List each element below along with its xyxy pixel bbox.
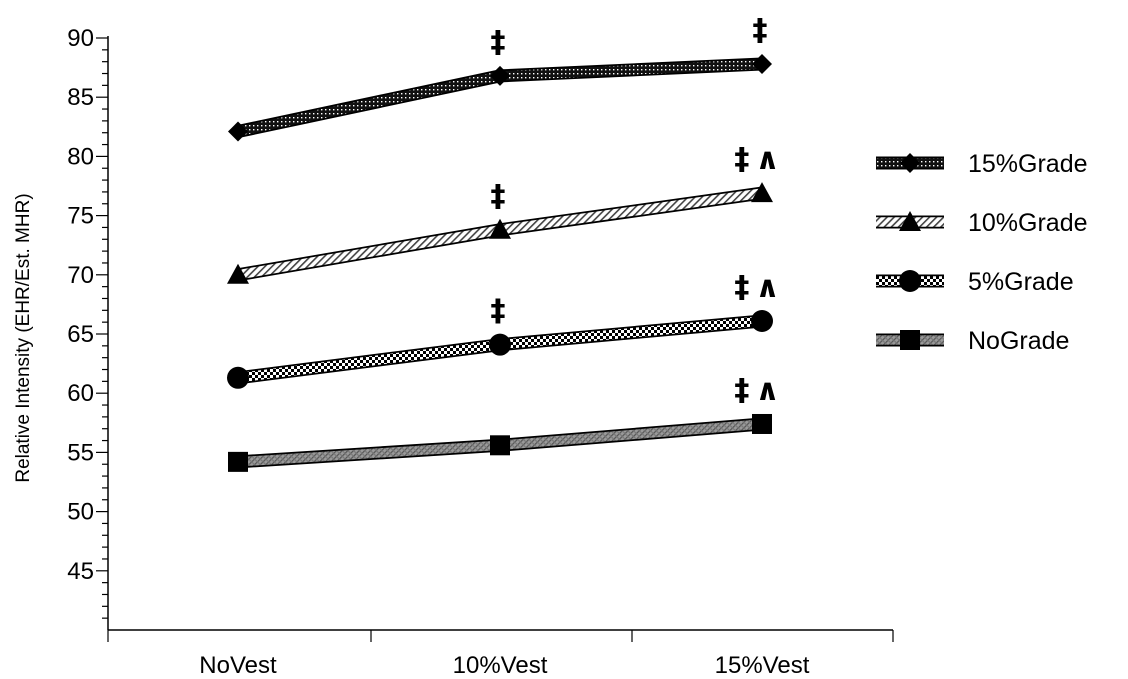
legend-marker-triangle bbox=[899, 211, 921, 231]
y-tick-label: 70 bbox=[67, 262, 94, 289]
data-point-triangle bbox=[751, 182, 773, 203]
significance-annotation: ‡∧ bbox=[734, 373, 785, 408]
legend-label: 5%Grade bbox=[968, 268, 1074, 296]
data-point-square bbox=[228, 451, 248, 472]
significance-annotation: ‡∧ bbox=[734, 142, 785, 177]
x-tick-label: NoVest bbox=[199, 652, 277, 679]
legend-label: NoGrade bbox=[968, 327, 1069, 355]
plot-annotations: ‡ ‡ ‡ ‡∧ ‡ ‡∧ ‡∧ bbox=[491, 13, 785, 408]
y-tick-label: 45 bbox=[67, 558, 94, 585]
data-point-circle bbox=[751, 309, 773, 332]
legend-label: 10%Grade bbox=[968, 209, 1088, 237]
legend-item: 5%Grade bbox=[876, 268, 1074, 296]
y-tick-label: 65 bbox=[67, 321, 94, 348]
data-point-diamond bbox=[228, 121, 248, 142]
legend-marker-square bbox=[900, 330, 920, 350]
legend-item: 10%Grade bbox=[876, 209, 1088, 237]
data-point-circle bbox=[489, 333, 511, 356]
legend-label: 15%Grade bbox=[968, 150, 1088, 178]
legend-item: NoGrade bbox=[876, 327, 1069, 355]
y-tick-label: 85 bbox=[67, 84, 94, 111]
legend-marker-circle bbox=[899, 270, 921, 292]
legend-marker-diamond bbox=[900, 153, 920, 173]
data-point-square bbox=[490, 435, 510, 456]
legend-item: 15%Grade bbox=[876, 150, 1088, 178]
data-point-triangle bbox=[489, 218, 511, 239]
y-axis-title: Relative Intensity (EHR/Est. MHR) bbox=[13, 193, 34, 482]
significance-annotation: ‡ bbox=[753, 13, 768, 48]
series-5-grade bbox=[227, 309, 773, 389]
x-axis: NoVest 10%Vest 15%Vest bbox=[107, 629, 894, 679]
data-point-circle bbox=[227, 366, 249, 389]
series-10-grade bbox=[227, 182, 773, 284]
data-point-square bbox=[752, 413, 772, 434]
y-axis: 45 50 55 60 65 70 75 80 85 90 bbox=[67, 25, 109, 630]
significance-annotation: ‡ bbox=[491, 25, 506, 60]
y-tick-label: 60 bbox=[67, 380, 94, 407]
data-point-diamond bbox=[490, 65, 510, 86]
y-tick-label: 80 bbox=[67, 143, 94, 170]
y-tick-label: 75 bbox=[67, 203, 94, 230]
y-tick-label: 50 bbox=[67, 499, 94, 526]
legend: 15%Grade 10%Grade 5%Grade NoGrade bbox=[876, 150, 1088, 355]
series-nograde bbox=[228, 413, 772, 472]
x-tick-label: 15%Vest bbox=[715, 652, 810, 679]
y-tick-label: 90 bbox=[67, 25, 94, 52]
x-tick-label: 10%Vest bbox=[453, 652, 548, 679]
significance-annotation: ‡ bbox=[491, 179, 506, 214]
series-15-grade bbox=[228, 54, 772, 142]
data-point-triangle bbox=[227, 263, 249, 284]
data-point-diamond bbox=[752, 54, 772, 75]
significance-annotation: ‡ bbox=[491, 294, 506, 329]
y-tick-label: 55 bbox=[67, 439, 94, 466]
significance-annotation: ‡∧ bbox=[734, 270, 785, 305]
plot-series bbox=[227, 54, 773, 472]
